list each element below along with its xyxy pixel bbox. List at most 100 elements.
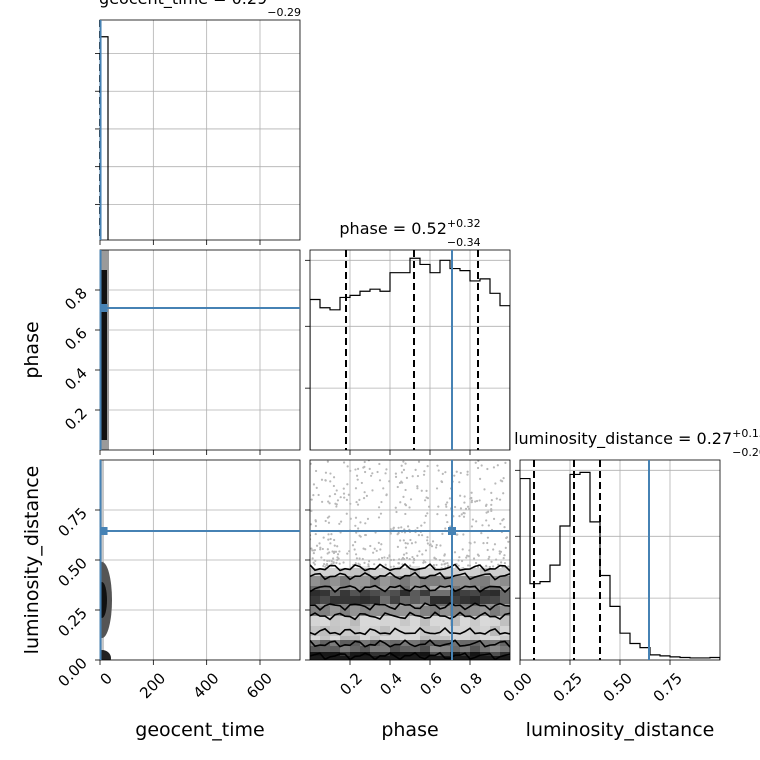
phase-dist-scatter-point [502,557,505,560]
phase-dist-scatter-point [426,536,429,539]
phase-dist-scatter-point [404,504,408,507]
geocent-time-x-axis-label: geocent_time [135,719,264,741]
phase-dist-density-cell [480,646,490,656]
phase-dist-density-cell [370,606,380,616]
phase-dist-scatter-point [327,533,330,536]
phase-dist-density-cell [340,626,350,636]
phase-dist-density-cell [400,566,410,576]
geocent-marginal-frame [99,19,301,241]
phase-dist-scatter-point [492,565,495,568]
phase-dist-scatter-point [354,524,357,527]
phase-dist-density-cell [420,636,430,646]
phase-dist-density-cell [360,576,370,586]
phase-dist-scatter-point [394,472,397,475]
phase-dist-scatter-point [411,555,414,559]
phase-dist-scatter-point [334,550,338,553]
phase-dist-scatter-point [310,462,312,465]
phase-dist-density-cell [480,606,490,616]
phase-dist-scatter-point [329,542,332,545]
geocent-dist-xticklabel-1: 200 [136,669,169,702]
phase-dist-scatter-point [322,564,325,568]
phase-dist-scatter-point [398,481,402,485]
geocent-dist-truth-marker [99,527,108,535]
phase-dist-scatter-point [459,471,462,475]
phase-dist-scatter-point [495,558,498,561]
phase-dist-scatter-point [373,547,376,550]
phase-dist-scatter-point [328,495,331,498]
phase-dist-scatter-point [310,523,313,526]
phase-dist-scatter-point [355,500,358,504]
phase-dist-scatter-point [376,470,379,474]
geocent-dist-yticklabel-3: 0.75 [54,504,90,540]
phase-dist-scatter-point [371,489,374,492]
phase-dist-density-cell [460,606,470,616]
phase-dist-density-cell [410,576,420,586]
phase-dist-density-cell [490,646,500,656]
phase-dist-scatter-point [490,560,493,563]
phase-dist-scatter-point [426,512,429,515]
phase-dist-scatter-point [312,561,315,564]
phase-dist-density-cell [460,646,470,656]
phase-dist-scatter-point [466,470,469,473]
phase-dist-contour-0 [310,651,510,660]
phase-dist-scatter-point [433,556,436,559]
phase-dist-scatter-point [377,558,381,561]
phase-dist-density-cell [380,636,390,646]
phase-dist-scatter-point [367,563,370,566]
phase-dist-density-cell [350,576,360,586]
phase-dist-scatter-point [400,471,404,474]
phase-dist-scatter-point [332,484,335,488]
phase-dist-scatter-point [396,485,399,489]
phase-dist-density-cell [440,636,450,646]
phase-dist-scatter-point [456,533,459,536]
phase-dist-scatter-point [490,491,493,495]
phase-dist-scatter-point [389,565,392,568]
phase-dist-scatter-point [312,549,316,552]
phase-dist-scatter-point [470,501,473,504]
phase-dist-scatter-point [418,550,421,553]
phase-dist-scatter-point [345,512,348,515]
phase-dist-scatter-point [398,558,401,561]
phase-dist-scatter-point [458,514,461,518]
phase-dist-scatter-point [424,514,427,517]
phase-dist-density-cell [440,566,450,576]
phase-dist-density-cell [380,576,390,586]
phase-dist-density-cell [310,576,320,586]
phase-dist-density-cell [490,616,500,626]
phase-dist-density-cell [360,646,370,656]
phase-dist-density-cell [480,596,490,606]
phase-dist-scatter-point [317,493,320,497]
phase-dist-density-cell [320,626,330,636]
phase-dist-scatter-point [361,557,364,561]
phase-dist-scatter-point [486,548,489,552]
phase-dist-scatter-point [445,514,448,517]
phase-dist-scatter-point [487,557,490,560]
phase-dist-density-cell [320,606,330,616]
phase-dist-density-cell [390,586,400,596]
phase-dist-scatter-point [457,564,460,567]
phase-dist-density-cell [360,586,370,596]
phase-dist-density-cell [380,566,390,576]
phase-dist-scatter-point [389,528,392,531]
phase-dist-scatter-point [420,534,424,537]
phase-dist-scatter-point [364,470,367,474]
phase-dist-density-cell [480,636,490,646]
geocent-phase-yticklabel-3: 0.8 [61,284,91,314]
phase-dist-density-cell [430,586,440,596]
phase-dist-density-cell [340,636,350,646]
phase-dist-scatter-point [503,561,507,565]
phase-dist-density-cell [420,606,430,616]
phase-dist-scatter-point [490,498,493,502]
phase-dist-scatter-point [354,468,357,471]
phase-dist-density-cell [430,566,440,576]
phase-dist-density-cell [350,596,360,606]
phase-dist-density-cell [340,606,350,616]
phase-dist-scatter-point [445,505,448,508]
phase-dist-scatter-point [490,509,493,513]
phase-dist-scatter-point [422,473,426,476]
geocent-phase-yticklabel-1: 0.4 [61,364,91,394]
phase-dist-scatter-point [337,557,340,560]
dist-marginal-histogram [520,471,720,660]
phase-dist-density-cell [410,616,420,626]
phase-dist-scatter-point [327,500,330,503]
